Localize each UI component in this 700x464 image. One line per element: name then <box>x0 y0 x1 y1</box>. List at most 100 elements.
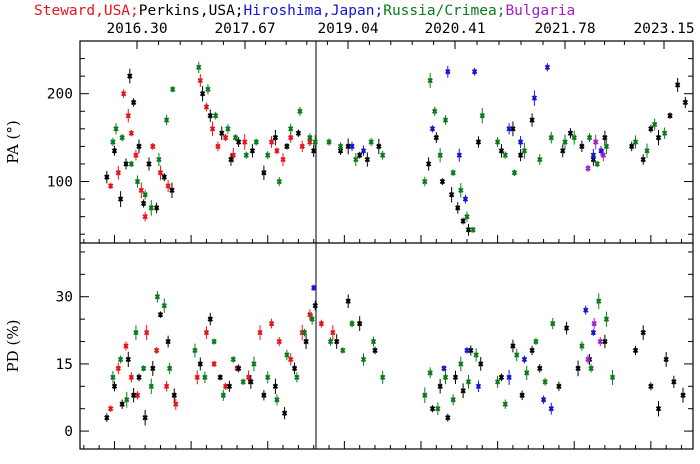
data-point <box>222 133 229 142</box>
data-point <box>142 189 148 200</box>
data-point <box>433 132 440 144</box>
data-point <box>276 176 282 187</box>
data-point <box>506 369 512 385</box>
data-point <box>130 98 137 107</box>
data-point <box>222 382 229 390</box>
data-point <box>475 380 482 393</box>
data-point <box>312 135 318 149</box>
panel-top: 100 200 PA (°) <box>4 40 693 243</box>
data-point <box>648 382 654 391</box>
data-point <box>197 74 204 87</box>
data-point <box>429 405 436 413</box>
data-point <box>140 199 147 208</box>
data-point <box>597 336 603 347</box>
data-point <box>356 316 363 332</box>
data-point <box>196 61 202 74</box>
data-point <box>533 338 539 346</box>
data-point <box>327 337 334 346</box>
data-point <box>425 157 432 171</box>
data-point <box>165 180 171 192</box>
data-point <box>529 345 535 356</box>
data-point <box>353 153 359 167</box>
top-axis-tick-label: 2021.78 <box>534 21 595 37</box>
data-point <box>205 84 211 95</box>
data-point <box>455 202 461 214</box>
data-point <box>274 394 280 406</box>
data-point <box>123 158 129 170</box>
data-point <box>297 106 303 116</box>
data-point <box>465 223 472 236</box>
data-point <box>169 182 175 199</box>
data-point <box>150 360 156 376</box>
data-point <box>667 112 673 119</box>
data-point <box>268 136 275 148</box>
data-point <box>111 381 118 392</box>
data-point <box>379 150 386 160</box>
data-point <box>288 353 294 366</box>
data-point <box>245 370 252 385</box>
data-point <box>148 200 154 216</box>
data-point <box>464 211 470 222</box>
data-point <box>173 398 179 410</box>
data-point <box>510 339 516 353</box>
data-point <box>514 348 520 362</box>
y-tick-label: 100 <box>47 175 73 191</box>
data-point <box>120 89 127 99</box>
data-point <box>134 175 141 188</box>
data-point <box>212 111 219 120</box>
data-point <box>521 355 528 364</box>
data-point <box>524 365 530 380</box>
axis-frame <box>79 40 694 450</box>
data-point <box>464 347 470 354</box>
data-point <box>207 109 213 122</box>
data-point <box>475 136 482 148</box>
data-point <box>567 128 574 139</box>
data-point <box>368 138 374 146</box>
data-point <box>261 390 267 401</box>
data-point <box>585 354 591 365</box>
legend: Steward,USA;Perkins,USA;Hiroshima,Japan;… <box>34 3 575 19</box>
data-point <box>240 378 246 385</box>
data-point <box>548 402 554 415</box>
data-point <box>556 381 562 391</box>
data-point <box>364 152 371 167</box>
data-point <box>644 143 650 158</box>
data-point <box>170 86 176 93</box>
legend-text: Steward,USA;Perkins,USA;Hiroshima,Japan;… <box>34 3 575 19</box>
y-tick-label: 30 <box>56 290 73 306</box>
data-point <box>579 341 585 351</box>
legend-entry: Russia/Crimea; <box>383 3 505 19</box>
data-point <box>628 141 635 152</box>
data-point <box>128 160 135 168</box>
legend-entry: Bulgaria <box>505 3 575 19</box>
data-point <box>548 131 554 144</box>
data-point <box>585 164 591 173</box>
data-point <box>591 317 597 330</box>
data-point <box>460 383 466 399</box>
data-point <box>450 169 456 177</box>
data-point <box>220 389 226 401</box>
data-point <box>590 148 597 162</box>
data-point <box>674 77 681 92</box>
data-point <box>560 144 566 158</box>
data-point <box>217 374 223 381</box>
data-point <box>655 129 662 146</box>
data-point <box>498 373 505 382</box>
data-point <box>594 160 600 168</box>
data-point <box>115 362 122 375</box>
data-point <box>128 130 135 137</box>
data-point <box>575 360 581 377</box>
data-point <box>458 356 464 372</box>
data-point <box>502 151 508 159</box>
data-point <box>153 347 160 354</box>
data-point <box>142 409 148 426</box>
data-point <box>265 371 271 384</box>
data-point <box>600 149 607 162</box>
data-point <box>134 391 141 400</box>
data-point <box>517 149 524 162</box>
legend-entry: Perkins,USA; <box>139 3 244 19</box>
data-point <box>209 121 216 137</box>
top-axis-tick-label: 2019.04 <box>317 21 378 37</box>
data-point <box>448 186 455 203</box>
data-point <box>253 138 259 146</box>
